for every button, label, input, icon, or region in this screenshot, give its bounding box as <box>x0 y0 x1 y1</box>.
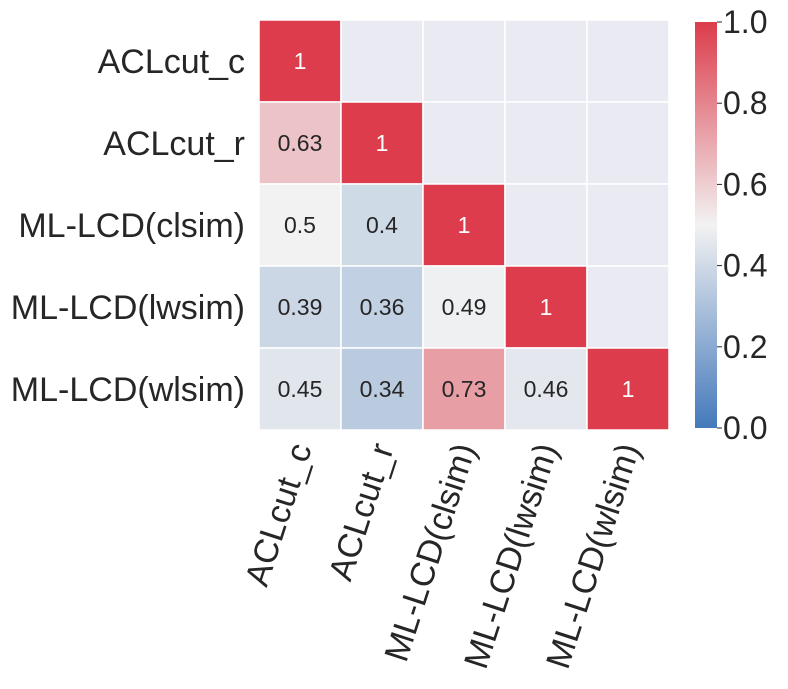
colorbar-gradient <box>695 22 717 428</box>
masked-cell <box>422 101 506 185</box>
masked-cell <box>422 19 506 103</box>
heatmap-cell <box>340 183 424 267</box>
heatmap-cell <box>504 265 588 349</box>
cell-annotation: 0.73 <box>442 376 487 402</box>
masked-cell <box>504 183 588 267</box>
cell-annotation: 0.36 <box>360 294 405 320</box>
row-labels: ACLcut_c ACLcut_r ML-LCD(clsim) ML-LCD(lwsi… <box>11 43 245 409</box>
cell-annotation: 0.34 <box>360 376 405 402</box>
cell-annotation: 1 <box>458 212 471 238</box>
cell-annotation: 1 <box>622 376 635 402</box>
heatmap-cell <box>586 347 670 431</box>
masked-cell <box>504 19 588 103</box>
heatmap-cell <box>258 265 342 349</box>
heatmap-cell <box>340 347 424 431</box>
colorbar-tick-label: 1.0 <box>723 4 767 40</box>
masked-cell <box>504 101 588 185</box>
masked-cell <box>586 101 670 185</box>
heatmap-cells <box>258 19 670 431</box>
cell-annotation: 0.4 <box>366 212 398 238</box>
heatmap-cell <box>258 347 342 431</box>
colorbar-tick-label: 0.0 <box>723 410 767 446</box>
masked-cell <box>586 19 670 103</box>
cell-annotation: 0.45 <box>278 376 323 402</box>
colorbar-tick-label: 0.4 <box>723 248 767 284</box>
colorbar: 0.0 0.2 0.4 0.6 0.8 1.0 <box>695 4 767 446</box>
cell-annotation: 0.63 <box>278 130 323 156</box>
row-label: ML-LCD(lwsim) <box>11 289 245 327</box>
cell-annotation: 1 <box>376 130 389 156</box>
heatmap-cell <box>340 265 424 349</box>
row-label: ACLcut_r <box>103 125 245 163</box>
heatmap-cell <box>422 265 506 349</box>
row-label: ACLcut_c <box>98 43 245 81</box>
heatmap-cell <box>422 347 506 431</box>
row-label: ML-LCD(clsim) <box>18 207 245 245</box>
colorbar-tick-label: 0.2 <box>723 329 767 365</box>
cell-annotation: 0.49 <box>442 294 487 320</box>
cell-annotation: 0.46 <box>524 376 569 402</box>
colorbar-tick-label: 0.6 <box>723 166 767 202</box>
heatmap-annotations: 1 0.63 1 0.5 0.4 1 0.39 0.36 0.49 1 0.45 0.34 0.73 0.… <box>278 48 635 402</box>
cell-annotation: 0.39 <box>278 294 323 320</box>
column-label: ACLcut_r <box>322 439 402 586</box>
cell-annotation: 1 <box>540 294 553 320</box>
cell-annotation: 1 <box>294 48 307 74</box>
colorbar-tick-label: 0.8 <box>723 85 767 121</box>
column-labels: ACLcut_c ACLcut_rML-LCD(clsim)ML-LCD(lwsi… <box>238 439 648 673</box>
column-label: ACLcut_c <box>238 439 320 591</box>
row-label: ML-LCD(wlsim) <box>11 371 245 409</box>
heatmap-cell <box>258 101 342 185</box>
cell-annotation: 0.5 <box>284 212 316 238</box>
masked-cell <box>340 19 424 103</box>
masked-cell <box>586 265 670 349</box>
masked-cell <box>586 183 670 267</box>
heatmap-cell <box>258 19 342 103</box>
